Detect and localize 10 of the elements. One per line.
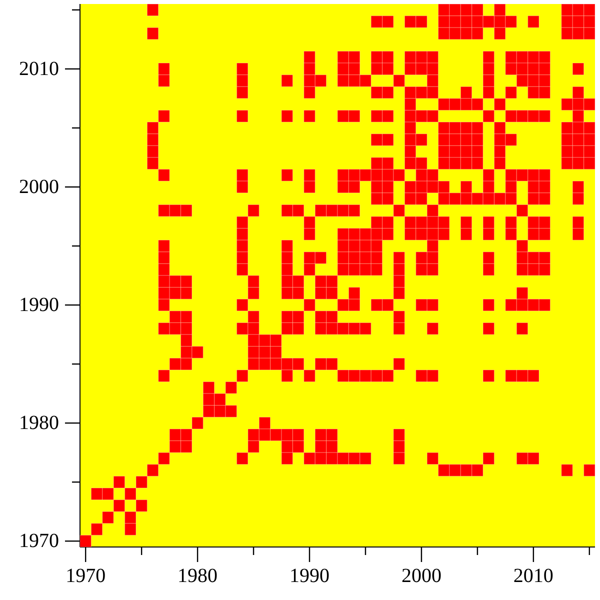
x-tick-label: 1990 xyxy=(290,565,330,587)
x-tick-label: 2010 xyxy=(513,565,554,587)
y-tick-label: 1970 xyxy=(19,530,59,552)
y-tick-label: 1990 xyxy=(19,294,59,316)
y-tick-label: 2010 xyxy=(19,58,59,80)
x-tick-label: 1970 xyxy=(66,565,106,587)
x-tick-label: 2000 xyxy=(401,565,442,587)
y-tick-label: 1980 xyxy=(19,412,59,434)
x-tick-label: 1980 xyxy=(178,565,218,587)
y-tick-label: 2000 xyxy=(19,176,59,198)
